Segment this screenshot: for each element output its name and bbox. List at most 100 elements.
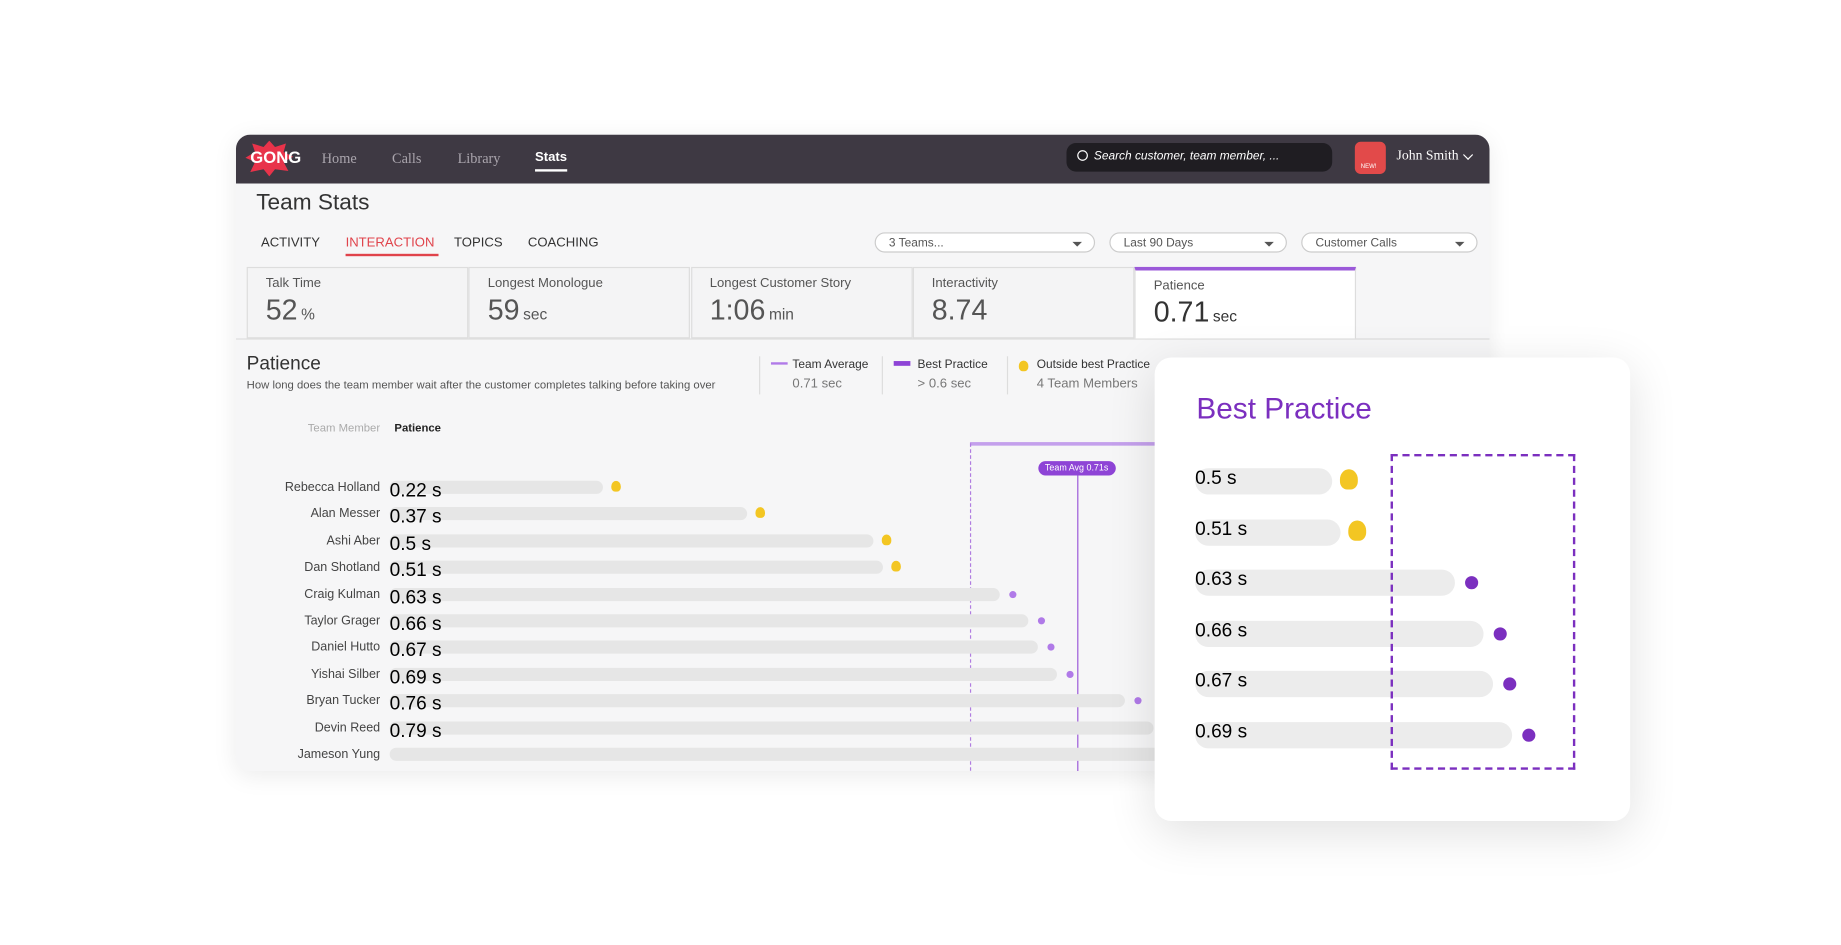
section-title: Patience (246, 353, 321, 375)
team-average-line (1076, 473, 1078, 771)
legend-swatch (893, 361, 911, 366)
outside-bulb (610, 480, 621, 492)
in-range-dot (1521, 728, 1535, 742)
metric-label: Longest Customer Story (709, 276, 852, 291)
metric-value: 0.71 sec (1154, 297, 1237, 330)
outside-bulb (881, 534, 892, 546)
metric-value: 8.74 (932, 294, 988, 327)
bar-label: 0.63 s (389, 587, 442, 608)
highlight-box (1390, 453, 1576, 770)
tab[interactable]: COACHING (527, 235, 599, 251)
bar-label: 0.76 s (389, 694, 442, 715)
page-title: Team Stats (256, 190, 370, 216)
outside-bulb (891, 560, 901, 572)
callout-bar-label: 0.67 s (1195, 671, 1248, 692)
outside-bulb (755, 507, 766, 519)
nav-link[interactable]: Calls (392, 150, 422, 167)
divider (881, 356, 883, 395)
bar-label: 0.51 s (389, 560, 442, 582)
chevron (1462, 149, 1474, 160)
metric-value: 52% (266, 294, 315, 327)
metric-label: Talk Time (265, 276, 322, 291)
in-range-dot (1134, 697, 1142, 705)
callout-bar-label: 0.51 s (1195, 519, 1248, 540)
column-header[interactable]: Patience (394, 421, 441, 435)
metric-number: 0.71 (1153, 296, 1210, 329)
filter-dropdown[interactable]: 3 Teams... (874, 232, 1096, 253)
tab[interactable]: TOPICS (453, 235, 503, 251)
patience-bar (389, 747, 1213, 761)
outside-bulb (1339, 469, 1358, 490)
metric-label: Interactivity (931, 276, 999, 291)
bar-label: 0.66 s (389, 614, 442, 635)
callout-bar: 0.63 s (1195, 569, 1455, 597)
patience-bar: 0.66 s (389, 614, 1029, 635)
metric-label: Longest Monologue (487, 276, 603, 291)
in-range-dot (1066, 670, 1074, 678)
metric-number: 52 (265, 294, 298, 327)
member-name: Alan Messer (310, 506, 381, 522)
bar-label: 0.69 s (389, 667, 442, 688)
member-name: Jameson Yung (297, 747, 381, 762)
in-range-dot (1047, 643, 1055, 652)
patience-bar: 0.63 s (389, 587, 1000, 608)
search-box[interactable]: Search customer, team member, ... (1066, 142, 1333, 172)
metric-card[interactable]: Talk Time 52% (246, 266, 469, 339)
metric-card[interactable]: Longest Customer Story 1:06 min (690, 266, 913, 339)
callout-bar: 0.66 s (1195, 620, 1484, 647)
patience-bar: 0.51 s (389, 560, 884, 581)
legend-detail: 4 Team Members (1036, 376, 1138, 391)
logo[interactable]: GONG (250, 147, 302, 167)
callout-bar: 0.51 s (1195, 519, 1342, 546)
filter-dropdown[interactable]: Last 90 Days (1109, 232, 1287, 253)
nav-bar: GONG Home Calls Library Stats Search cus… (235, 134, 1490, 184)
tab-active[interactable]: INTERACTION (345, 236, 438, 257)
callout-bar-label: 0.66 s (1195, 620, 1248, 641)
patience-bar: 0.5 s (389, 534, 874, 554)
badge-text: NEW! (1360, 163, 1377, 171)
patience-bar: 0.37 s (389, 507, 748, 528)
column-header: Team Member (307, 421, 381, 435)
member-name: Ashi Aber (326, 533, 381, 548)
callout-bar-label: 0.69 s (1195, 722, 1248, 743)
member-name: Devin Reed (314, 720, 381, 735)
bar-label: 0.67 s (389, 640, 442, 662)
metric-number: 1:06 (709, 294, 766, 327)
in-range-dot (1008, 590, 1016, 598)
metric-card[interactable]: Longest Monologue 59 sec (468, 266, 691, 339)
nav-link[interactable]: Home (321, 150, 357, 167)
callout-bar-label: 0.63 s (1195, 569, 1248, 591)
team-average-marker: Team Avg 0.71s (1037, 461, 1116, 476)
callout-bar: 0.5 s (1195, 468, 1332, 495)
metric-card[interactable]: Interactivity 8.74 (912, 266, 1135, 339)
member-name: Rebecca Holland (284, 480, 381, 495)
in-range-dot (1502, 677, 1516, 691)
patience-bar: 0.76 s (389, 694, 1126, 715)
legend-title: Outside best Practice (1036, 358, 1150, 372)
in-range-dot (1493, 627, 1507, 641)
metric-number: 59 (487, 294, 520, 327)
patience-bar: 0.69 s (389, 667, 1058, 688)
user-menu[interactable]: John Smith (1396, 148, 1459, 164)
in-range-dot (1464, 576, 1478, 590)
nav-link-active[interactable]: Stats (535, 150, 568, 172)
filter-dropdown[interactable]: Customer Calls (1301, 232, 1478, 253)
member-name: Dan Shotland (304, 560, 381, 575)
metric-unit: % (301, 305, 315, 323)
metric-card-active[interactable]: Patience 0.71 sec (1134, 266, 1357, 339)
search-placeholder: Search customer, team member, ... (1093, 150, 1280, 164)
callout-bar: 0.67 s (1195, 671, 1493, 698)
metric-unit: min (768, 305, 794, 323)
in-range-dot (1037, 617, 1045, 625)
legend-bulb (1018, 360, 1029, 372)
section-subtitle: How long does the team member wait after… (246, 378, 716, 393)
member-name: Taylor Grager (304, 613, 381, 628)
bar-label: 0.22 s (389, 480, 442, 502)
legend-detail: 0.71 sec (792, 376, 842, 391)
nav-link[interactable]: Library (457, 150, 501, 167)
new-badge[interactable]: NEW! (1354, 141, 1386, 174)
legend-swatch (770, 362, 788, 365)
tab[interactable]: ACTIVITY (260, 235, 320, 251)
